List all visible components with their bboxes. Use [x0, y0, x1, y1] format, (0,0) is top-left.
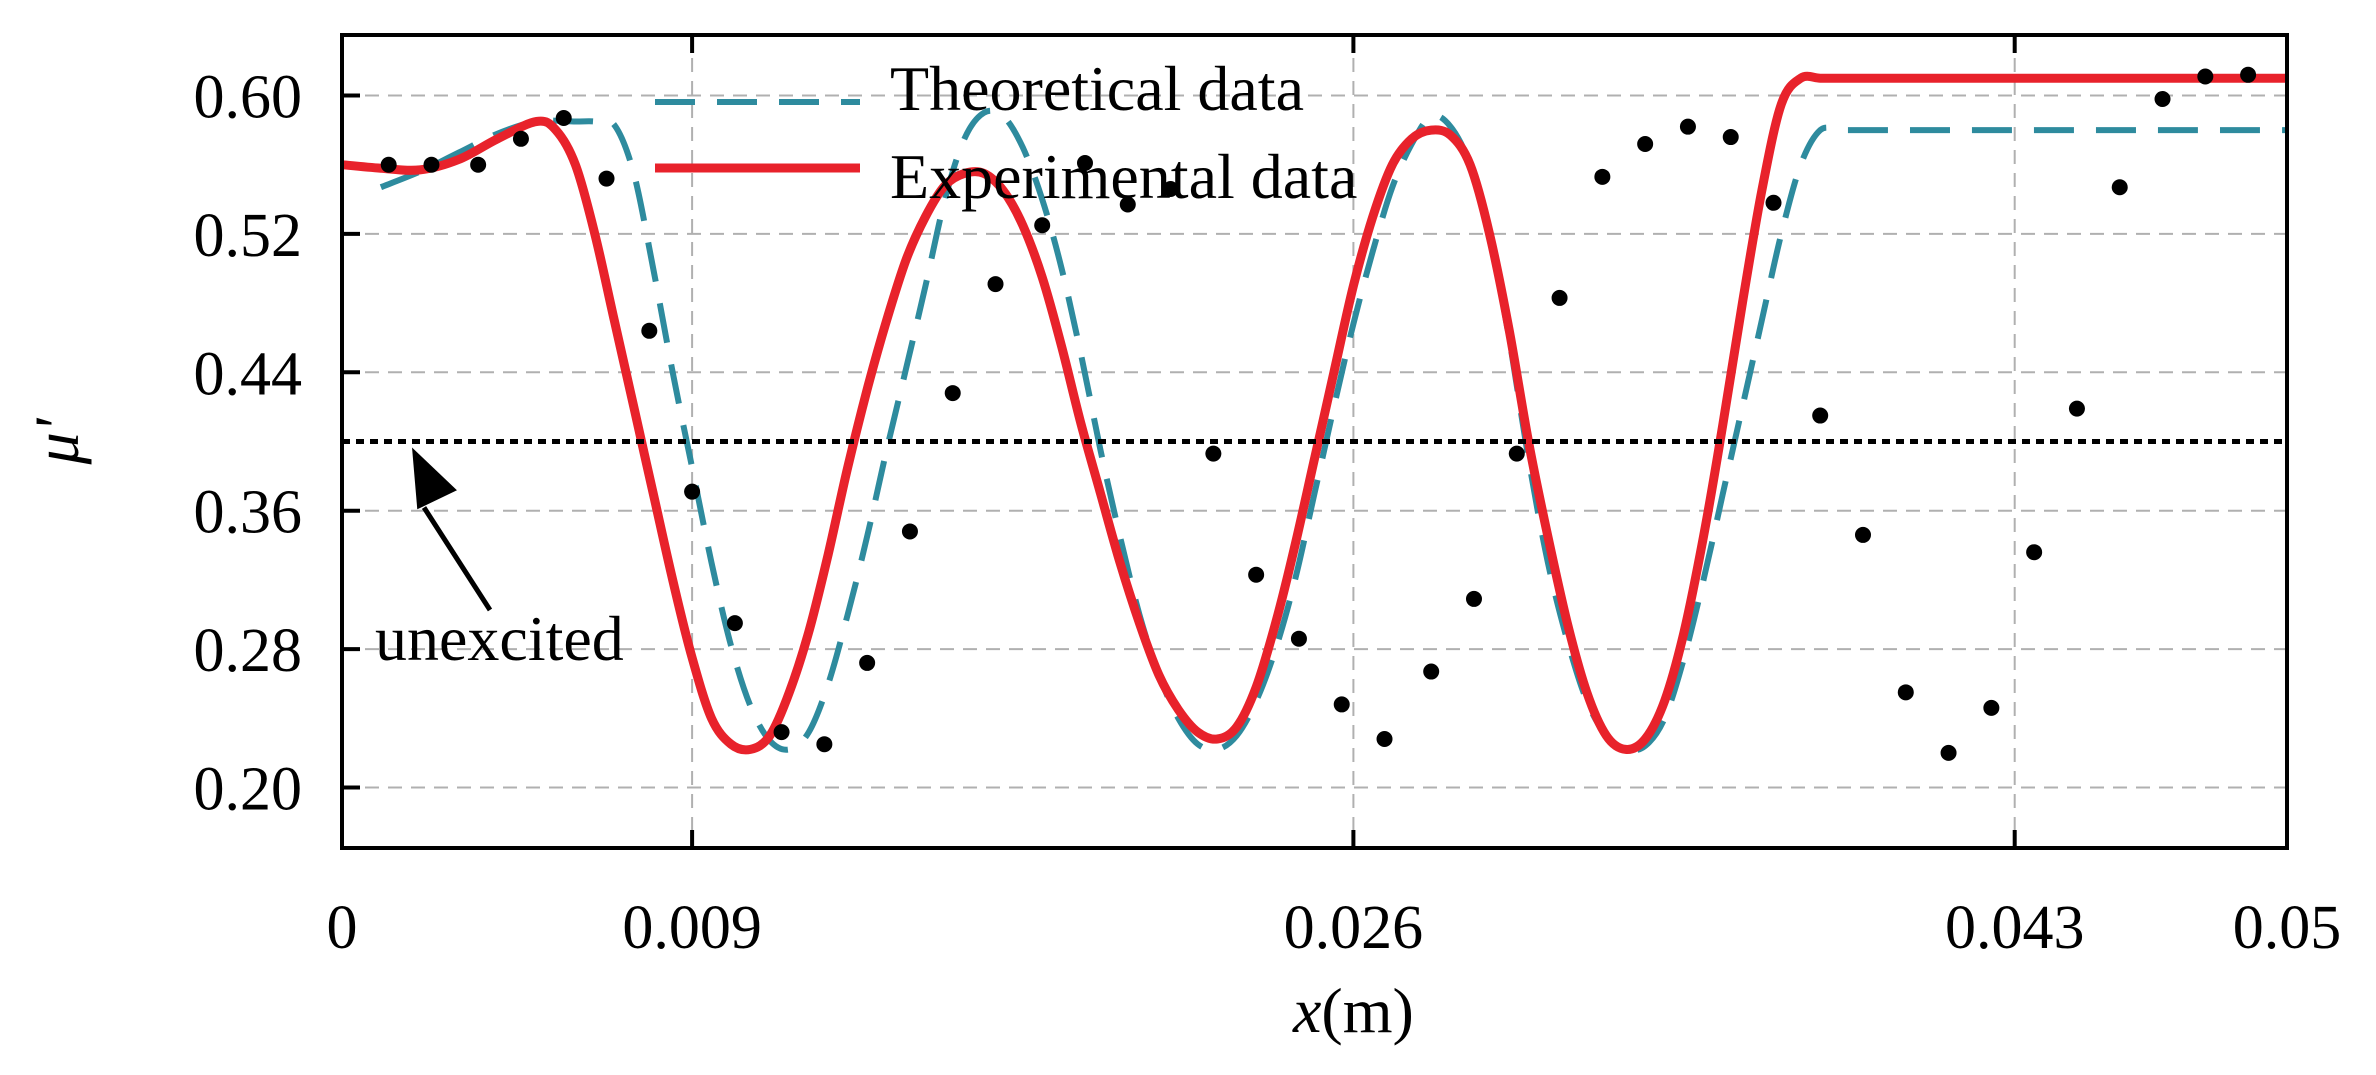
data-point-25 [1465, 590, 1482, 607]
data-point-42 [2197, 68, 2214, 85]
y-tick-label-4: 0.52 [194, 202, 303, 270]
data-point-4 [555, 110, 572, 127]
data-point-13 [944, 385, 961, 402]
data-point-41 [2154, 91, 2171, 108]
y-tick-label-2: 0.36 [194, 479, 303, 547]
data-point-31 [1722, 129, 1739, 146]
data-point-33 [1812, 407, 1829, 424]
data-point-7 [684, 483, 701, 500]
data-point-12 [901, 523, 918, 540]
series-line-experimental [341, 71, 2287, 755]
data-point-3 [512, 130, 529, 147]
legend-label-experimental: Experimental data [890, 141, 1357, 212]
data-point-43 [2240, 66, 2257, 83]
data-point-38 [2026, 544, 2043, 561]
data-point-11 [859, 654, 876, 671]
x-axis-variable: x [1292, 975, 1321, 1046]
y-axis-title: μ' [21, 417, 92, 465]
data-point-1 [423, 156, 440, 173]
y-tick-label-5: 0.60 [194, 64, 303, 132]
data-point-9 [773, 724, 790, 741]
annotation-unexcited: unexcited [375, 447, 624, 674]
data-point-37 [1983, 699, 2000, 716]
data-point-24 [1423, 663, 1440, 680]
data-point-22 [1333, 696, 1350, 713]
data-point-34 [1854, 526, 1871, 543]
data-point-14 [987, 276, 1004, 293]
legend-label-theoretical: Theoretical data [890, 53, 1304, 124]
data-point-2 [470, 156, 487, 173]
data-point-32 [1765, 194, 1782, 211]
data-point-20 [1248, 566, 1265, 583]
data-point-28 [1594, 168, 1611, 185]
legend: Theoretical data Experimental data [655, 53, 1357, 212]
ticks: 0.20 0.28 0.36 0.44 0.52 0.60 0 0.009 0.026 0.043… [194, 35, 2342, 962]
data-point-23 [1376, 731, 1393, 748]
annotation-arrow [421, 506, 493, 612]
grid [342, 35, 2287, 848]
data-point-16 [1076, 155, 1093, 172]
y-tick-label-1: 0.28 [194, 617, 303, 685]
data-point-27 [1551, 289, 1568, 306]
data-point-5 [598, 170, 615, 187]
marker-layer [380, 66, 2257, 761]
y-tick-label-3: 0.44 [194, 340, 303, 408]
data-point-29 [1637, 135, 1654, 152]
data-point-26 [1508, 445, 1525, 462]
plot-frame [340, 33, 2289, 850]
data-point-35 [1897, 684, 1914, 701]
data-point-6 [641, 322, 658, 339]
data-point-15 [1034, 217, 1051, 234]
data-point-19 [1205, 445, 1222, 462]
annotation-label: unexcited [375, 603, 624, 674]
data-point-21 [1290, 630, 1307, 647]
data-point-8 [726, 615, 743, 632]
data-point-17 [1119, 196, 1136, 213]
x-tick-label-3: 0.043 [1945, 894, 2085, 962]
series-line-theoretical [379, 107, 2287, 754]
data-point-40 [2111, 179, 2128, 196]
annotation-arrowhead [412, 447, 457, 510]
data-point-36 [1940, 744, 1957, 761]
data-point-18 [1162, 180, 1179, 197]
data-point-39 [2068, 400, 2085, 417]
x-tick-label-4: 0.05 [2233, 894, 2342, 962]
x-tick-label-1: 0.009 [622, 894, 762, 962]
x-axis-title: x(m) [1292, 975, 1414, 1046]
data-point-30 [1679, 118, 1696, 135]
data-point-0 [380, 156, 397, 173]
x-tick-label-0: 0 [327, 894, 358, 962]
x-axis-unit: (m) [1321, 975, 1413, 1046]
y-tick-label-0: 0.20 [194, 755, 303, 823]
data-point-10 [816, 736, 833, 753]
series-layer [341, 71, 2287, 755]
x-tick-label-2: 0.026 [1284, 894, 1424, 962]
